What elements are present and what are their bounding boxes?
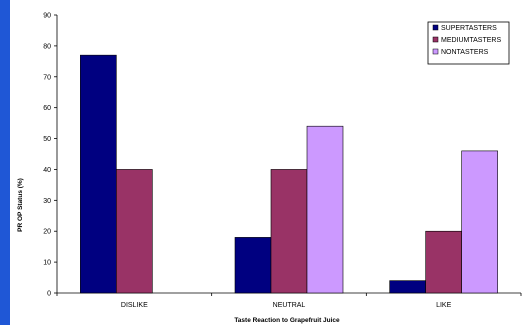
- y-tick-label: 80: [43, 43, 51, 50]
- y-tick-label: 20: [43, 229, 51, 236]
- y-tick-label: 50: [43, 136, 51, 143]
- legend-box: [427, 21, 510, 65]
- y-axis: 0 10 20 30 40 50 60 70 80 90: [43, 13, 58, 298]
- bar-nontasters: [461, 150, 498, 294]
- y-axis-title: PR OP Status (%): [17, 178, 24, 232]
- bar-supertasters: [389, 280, 426, 294]
- legend-label: MEDIUMTASTERS: [441, 37, 501, 44]
- legend: SUPERTASTERS MEDIUMTASTERS NONTASTERS: [427, 21, 510, 65]
- x-tick-label: DISLIKE: [121, 302, 148, 309]
- legend-swatch: [432, 48, 439, 55]
- legend-swatch: [432, 24, 439, 31]
- bar-nontasters: [306, 125, 344, 294]
- bar-mediumtasters: [270, 169, 308, 294]
- bar-supertasters: [80, 54, 117, 294]
- y-tick-label: 90: [43, 13, 51, 20]
- bar-mediumtasters: [116, 169, 153, 294]
- y-tick-label: 60: [43, 105, 51, 112]
- y-tick-label: 40: [43, 167, 51, 174]
- x-axis: DISLIKE NEUTRAL LIKE: [56, 292, 522, 309]
- x-axis-title: Taste Reaction to Grapefruit Juice: [234, 317, 340, 324]
- x-tick-label: LIKE: [436, 302, 452, 309]
- legend-label: NONTASTERS: [441, 49, 489, 56]
- bar-supertasters: [234, 237, 272, 294]
- y-tick-label: 70: [43, 74, 51, 81]
- bar-mediumtasters: [425, 230, 462, 294]
- bars: [80, 54, 498, 294]
- legend-swatch: [432, 36, 439, 43]
- y-tick-label: 0: [47, 291, 51, 298]
- y-tick-label: 10: [43, 260, 51, 267]
- legend-label: SUPERTASTERS: [441, 25, 497, 32]
- left-strip: [0, 0, 10, 325]
- y-tick-label: 30: [43, 198, 51, 205]
- x-tick-label: NEUTRAL: [273, 302, 306, 309]
